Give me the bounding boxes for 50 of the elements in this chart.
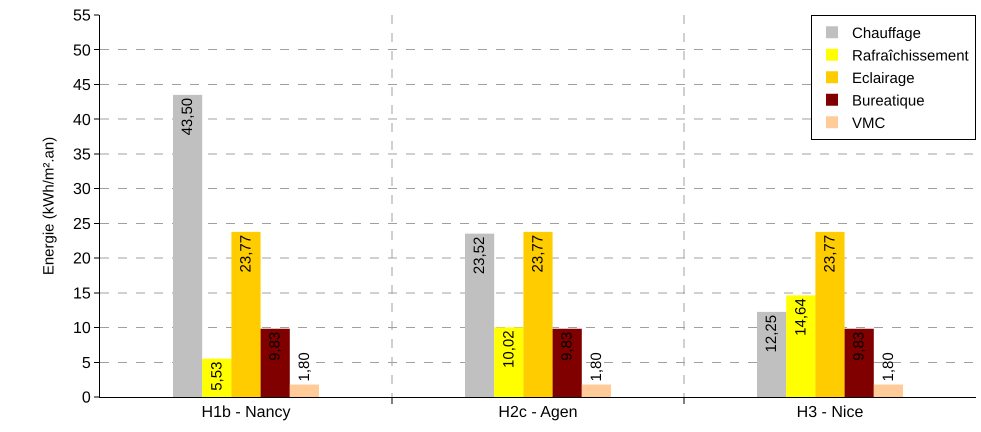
data-label: 23,77 <box>530 234 546 272</box>
x-tick-label: H1b - Nancy <box>202 404 290 422</box>
y-tick-label: 30 <box>73 181 91 198</box>
y-tick-label: 25 <box>73 216 91 233</box>
y-tick-label: 5 <box>82 354 91 372</box>
y-tick-label: 50 <box>73 42 91 60</box>
data-label: 9,83 <box>558 332 576 361</box>
data-label: 43,50 <box>179 98 196 136</box>
bar <box>260 328 290 397</box>
data-label: 12,25 <box>763 314 780 352</box>
data-label: 14,64 <box>792 298 810 336</box>
y-tick-label: 15 <box>73 285 91 302</box>
bar <box>465 234 494 397</box>
bar <box>815 232 845 397</box>
bar <box>494 327 524 397</box>
legend-label: Rafraîchissement <box>852 48 970 65</box>
data-label: 1,80 <box>588 352 605 382</box>
data-label: 5,53 <box>208 362 226 391</box>
bar <box>552 328 582 397</box>
data-label: 1,80 <box>880 352 897 382</box>
bar <box>844 328 874 397</box>
y-tick-label: 35 <box>73 146 91 164</box>
data-label: 1,80 <box>296 352 313 382</box>
x-tick-label: H3 - Nice <box>796 404 864 422</box>
y-tick-label: 40 <box>73 112 91 129</box>
bar <box>582 384 611 397</box>
bar <box>231 232 261 397</box>
y-tick-label: 10 <box>73 320 91 338</box>
y-tick-label: 55 <box>73 8 91 25</box>
y-tick-label: 45 <box>73 77 91 94</box>
data-label: 9,83 <box>850 332 868 361</box>
legend-label: VMC <box>852 115 886 132</box>
y-tick-label: 0 <box>82 390 91 407</box>
legend-label: Bureatique <box>852 92 925 110</box>
data-label: 23,77 <box>822 234 838 272</box>
x-tick-label: H2c - Agen <box>498 404 578 422</box>
bar <box>290 384 319 397</box>
bar <box>173 94 202 397</box>
bar <box>757 312 786 397</box>
data-label: 9,83 <box>266 332 284 361</box>
bar <box>523 232 553 397</box>
data-label: 23,77 <box>238 234 254 272</box>
bar <box>786 295 816 397</box>
legend-label: Chauffage <box>852 25 921 42</box>
bar <box>874 384 903 397</box>
y-axis-title: Energie (kWh/m².an) <box>40 136 58 276</box>
data-label: 23,52 <box>471 236 488 274</box>
y-tick-label: 20 <box>73 250 91 268</box>
data-label: 10,02 <box>500 330 518 368</box>
legend-label: Eclairage <box>852 70 915 88</box>
